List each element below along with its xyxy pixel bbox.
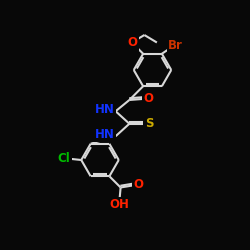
Text: Cl: Cl: [58, 152, 70, 165]
Text: HN: HN: [94, 103, 114, 116]
Text: Br: Br: [168, 38, 183, 52]
Text: S: S: [145, 117, 154, 130]
Text: O: O: [127, 36, 137, 49]
Text: OH: OH: [110, 198, 129, 211]
Text: O: O: [144, 92, 154, 105]
Text: HN: HN: [94, 128, 114, 141]
Text: O: O: [134, 178, 143, 192]
